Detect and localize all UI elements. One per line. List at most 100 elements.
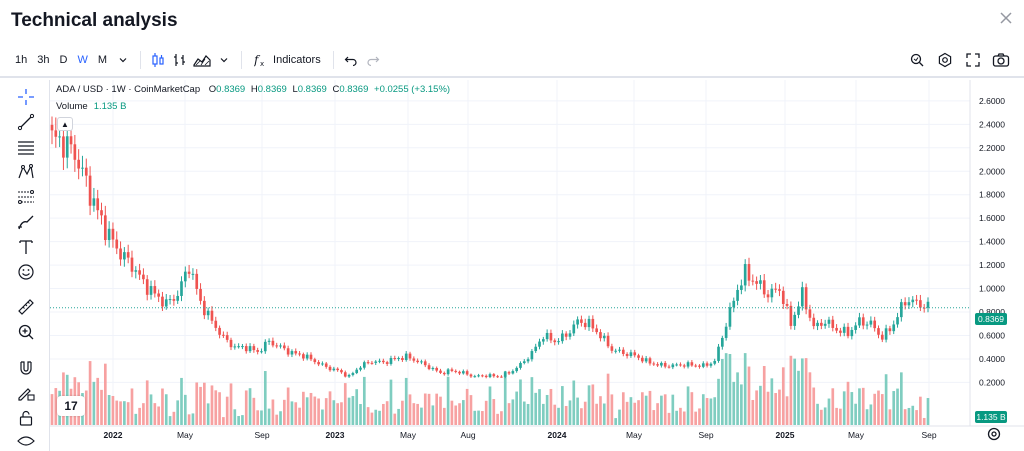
volume-bar (618, 409, 621, 425)
settings-gear-icon[interactable] (934, 48, 956, 72)
volume-bar (290, 401, 294, 425)
bars-icon[interactable] (169, 48, 191, 72)
volume-bar (378, 410, 381, 425)
interval-w[interactable]: W (77, 54, 88, 66)
collapse-legend-chevron-up-icon[interactable]: ▲ (57, 117, 73, 131)
x-tick-label: Sep (254, 430, 269, 440)
candle-body (682, 365, 686, 367)
volume-bar (397, 408, 400, 425)
undo-icon[interactable] (340, 48, 362, 72)
candle-body (900, 302, 903, 318)
change-value: +0.0255 (+3.15%) (374, 84, 451, 95)
chart-legend: ADA / USD · 1W · CoinMarketCap O0.8369 H… (56, 84, 450, 95)
candle-body (294, 351, 298, 354)
volume-bar (701, 394, 705, 425)
candle-body (717, 346, 720, 361)
interval-d[interactable]: D (59, 54, 68, 66)
candle-body (431, 367, 435, 370)
volume-bar (728, 354, 732, 425)
candle-body (884, 328, 888, 340)
candle-body (587, 318, 591, 328)
volume-bar (393, 413, 397, 425)
camera-snapshot-icon[interactable] (990, 48, 1012, 72)
crosshair-icon[interactable] (15, 86, 37, 108)
symbol-label[interactable]: ADA / USD · 1W · CoinMarketCap (56, 84, 201, 95)
candle-body (222, 334, 225, 336)
volume-bar (161, 388, 164, 425)
candles-icon[interactable] (147, 48, 169, 72)
pattern-icon[interactable] (15, 161, 37, 183)
volume-bar (922, 417, 926, 425)
interval-m[interactable]: M (97, 54, 108, 66)
redo-icon[interactable] (362, 48, 384, 72)
interval-dropdown-chevron-icon[interactable] (112, 48, 134, 72)
horizontal-lines-icon[interactable] (15, 136, 37, 158)
emoji-icon[interactable] (15, 261, 37, 283)
candle-body (564, 333, 568, 337)
axis-settings-icon[interactable] (986, 426, 1002, 442)
volume-bar (903, 409, 907, 425)
last-price-tag: 0.8369 (975, 313, 1007, 325)
svg-text:x: x (260, 60, 264, 67)
volume-bar (602, 403, 606, 425)
candle-body (602, 335, 606, 339)
close-icon[interactable] (998, 10, 1014, 26)
volume-bar (538, 389, 541, 425)
volume-bar (252, 397, 256, 425)
interval-3h[interactable]: 3h (37, 54, 50, 66)
trend-line-icon[interactable] (15, 111, 37, 133)
volume-bar (256, 410, 260, 425)
candle-body (503, 372, 507, 377)
tradingview-logo[interactable]: 17 (57, 396, 85, 416)
fullscreen-icon[interactable] (962, 48, 984, 72)
volume-bar (561, 386, 564, 425)
visibility-icon[interactable] (15, 430, 37, 451)
volume-value: 1.135 B (93, 101, 127, 112)
candle-body (648, 358, 652, 364)
lock-icon[interactable] (15, 407, 37, 429)
quick-search-icon[interactable] (906, 48, 928, 72)
candle-body (785, 303, 789, 306)
toolbar-divider (332, 51, 334, 69)
volume-bar (96, 377, 100, 425)
volume-bar (119, 401, 122, 425)
volume-bar (580, 408, 583, 425)
ruler-icon[interactable] (15, 296, 37, 318)
volume-bar (576, 397, 579, 425)
volume-bar (629, 397, 633, 425)
volume-bar (260, 410, 263, 425)
candle-body (195, 273, 199, 289)
candle-body (73, 144, 77, 160)
volume-bar (732, 381, 736, 425)
candle-body (534, 346, 538, 352)
candle-body (861, 317, 865, 326)
brush-icon[interactable] (15, 211, 37, 233)
volume-bar (641, 392, 644, 425)
candle-body (568, 333, 572, 337)
drawing-lock-pencil-icon[interactable] (15, 382, 37, 404)
chart-type-chevron-icon[interactable] (213, 48, 235, 72)
area-chart-icon[interactable] (191, 48, 213, 72)
volume-bar (804, 358, 808, 425)
volume-bar (362, 376, 366, 425)
candle-body (922, 307, 926, 309)
text-tool-icon[interactable] (15, 236, 37, 258)
candle-body (728, 307, 732, 327)
volume-bar (724, 353, 728, 425)
candle-body (423, 361, 427, 366)
volume-bar (145, 380, 149, 425)
volume-bar (225, 396, 229, 425)
volume-bar (682, 411, 686, 425)
volume-bar (477, 410, 480, 425)
candle-body (298, 353, 301, 355)
zoom-in-icon[interactable] (15, 321, 37, 343)
volume-bar (877, 390, 880, 425)
magnet-icon[interactable] (15, 357, 37, 379)
interval-1h[interactable]: 1h (15, 54, 28, 66)
candle-body (65, 136, 69, 158)
candle-body (115, 239, 119, 249)
fib-retracement-icon[interactable] (15, 186, 37, 208)
volume-bar (762, 365, 766, 425)
